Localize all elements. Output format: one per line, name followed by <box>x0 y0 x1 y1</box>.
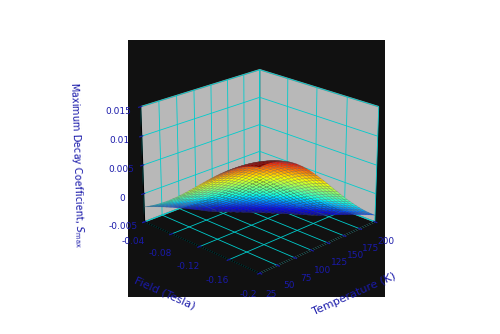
Y-axis label: Field (Tesla): Field (Tesla) <box>133 276 197 312</box>
X-axis label: Temperature (K): Temperature (K) <box>311 271 398 317</box>
